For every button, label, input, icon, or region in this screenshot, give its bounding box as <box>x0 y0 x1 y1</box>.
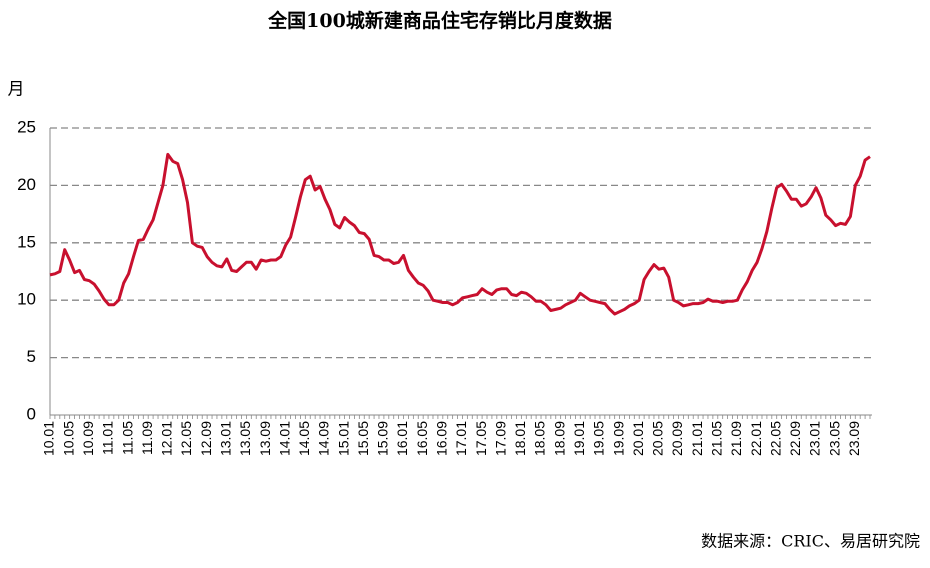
y-tick-label: 5 <box>27 347 36 366</box>
x-tick-label: 14.05 <box>296 421 312 456</box>
x-tick-label: 17.09 <box>492 421 508 456</box>
x-tick-label: 19.05 <box>591 421 607 456</box>
x-tick-label: 10.05 <box>60 421 76 456</box>
source-note: 数据来源：CRIC、易居研究院 <box>701 532 920 551</box>
x-tick-label: 22.01 <box>748 421 764 456</box>
x-tick-label: 21.01 <box>689 421 705 456</box>
x-tick-label: 20.05 <box>650 421 666 456</box>
x-tick-label: 23.01 <box>807 421 823 456</box>
y-axis-label: 月 <box>8 80 25 100</box>
x-tick-label: 17.01 <box>453 421 469 456</box>
x-tick-label: 12.09 <box>198 421 214 456</box>
x-tick-label: 12.05 <box>178 421 194 456</box>
x-tick-label: 14.01 <box>276 421 292 456</box>
y-tick-label: 15 <box>17 232 36 251</box>
x-tick-label: 15.09 <box>375 421 391 456</box>
x-tick-label: 11.05 <box>119 421 135 455</box>
y-tick-label: 25 <box>17 117 36 136</box>
x-tick-label: 15.05 <box>355 421 371 456</box>
y-tick-label: 20 <box>17 175 36 194</box>
x-tick-label: 22.05 <box>767 421 783 456</box>
x-tick-label: 21.05 <box>708 421 724 456</box>
x-tick-label: 20.01 <box>630 421 646 456</box>
x-tick-label: 13.01 <box>217 421 233 456</box>
x-tick-label: 11.09 <box>139 421 155 455</box>
x-tick-label: 23.09 <box>846 421 862 456</box>
x-tick-label: 13.09 <box>257 421 273 456</box>
x-tick-label: 11.01 <box>100 421 116 455</box>
x-tick-label: 15.01 <box>335 421 351 456</box>
x-tick-label: 16.01 <box>394 421 410 456</box>
x-tick-label: 21.09 <box>728 421 744 456</box>
x-tick-label: 13.05 <box>237 421 253 456</box>
x-tick-label: 16.05 <box>414 421 430 456</box>
y-tick-label: 0 <box>27 404 36 423</box>
x-tick-label: 20.09 <box>669 421 685 456</box>
x-tick-label: 18.09 <box>551 421 567 456</box>
x-tick-label: 23.05 <box>826 421 842 456</box>
x-tick-label: 17.05 <box>473 421 489 456</box>
x-tick-label: 19.01 <box>571 421 587 456</box>
x-tick-label: 18.05 <box>532 421 548 456</box>
x-tick-label: 19.09 <box>610 421 626 456</box>
x-tick-label: 16.09 <box>434 421 450 456</box>
x-tick-label: 10.01 <box>41 421 57 456</box>
y-tick-label: 10 <box>17 290 36 309</box>
data-line <box>49 152 871 316</box>
x-tick-label: 18.01 <box>512 421 528 456</box>
x-tick-label: 22.09 <box>787 421 803 456</box>
x-tick-label: 14.09 <box>316 421 332 456</box>
x-tick-label: 12.01 <box>159 421 175 456</box>
x-tick-label: 10.09 <box>80 421 96 456</box>
chart-title: 全国100城新建商品住宅存销比月度数据 <box>267 9 612 32</box>
